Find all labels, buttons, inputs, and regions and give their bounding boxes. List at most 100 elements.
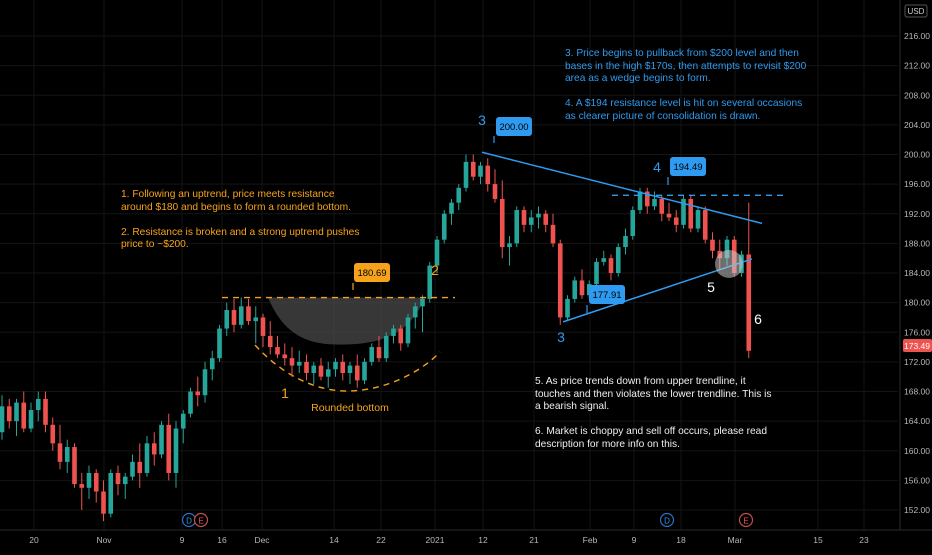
candle-body: [369, 347, 375, 362]
y-tick-label: 216.00: [904, 31, 930, 41]
candle-body: [652, 198, 657, 207]
earnings-icon[interactable]: [193, 512, 209, 528]
candle-body: [659, 198, 665, 214]
price-axis[interactable]: 152.00 156.00 160.00 164.00 168.00 172.00 176.…: [899, 0, 930, 530]
event-markers[interactable]: D E D E: [181, 512, 754, 528]
candle-body: [412, 306, 418, 318]
candle-body: [521, 210, 527, 225]
candle-body: [398, 328, 404, 344]
rounded-bottom-arc: [254, 344, 441, 392]
candle-body: [623, 235, 628, 248]
candle-body: [101, 491, 106, 514]
candle-body: [601, 258, 607, 262]
label-4: 4: [653, 159, 661, 175]
y-tick-label: 204.00: [904, 120, 930, 130]
svg-text:E: E: [743, 517, 748, 526]
label-5: 5: [707, 279, 715, 295]
x-tick-label: 14: [329, 535, 339, 545]
candle-body: [188, 391, 193, 414]
candle-body: [362, 361, 367, 381]
candle-body: [93, 472, 99, 492]
candle-body: [456, 187, 462, 203]
candle-body: [202, 369, 208, 396]
candle-body: [608, 258, 614, 273]
candle-body: [28, 410, 34, 429]
candle-body: [543, 213, 549, 225]
x-tick-label: 9: [632, 535, 637, 545]
svg-text:E: E: [198, 517, 203, 526]
x-tick-label: 15: [813, 535, 823, 545]
candle-body: [340, 361, 346, 373]
candle-body: [507, 243, 512, 248]
candle-body: [470, 161, 476, 177]
rounded-bottom-label: Rounded bottom: [311, 402, 389, 414]
candle-body: [144, 443, 150, 473]
x-tick-label: Dec: [254, 535, 270, 545]
candle-body: [637, 191, 643, 211]
price-box-200-label: 200.00: [499, 122, 528, 133]
candle-body: [231, 310, 237, 325]
candle-body: [579, 280, 585, 296]
upper-trendline: [481, 151, 763, 225]
candle-body: [275, 347, 280, 355]
price-box-200: 200.00: [493, 117, 532, 143]
candle-body: [224, 310, 230, 329]
candle-body: [130, 461, 135, 477]
price-box-180-label: 180.69: [357, 268, 386, 279]
candle-body: [166, 424, 172, 473]
y-tick-label: 176.00: [904, 327, 930, 337]
time-axis[interactable]: 20 Nov 9 16 Dec 14 22 2021 12 21 Feb 9 18 Mar 15 23: [0, 529, 932, 545]
y-tick-label: 200.00: [904, 150, 930, 160]
annotation-1-2: 1. Following an uptrend, price meets res…: [121, 189, 360, 250]
x-tick-label: 20: [29, 535, 39, 545]
candle-body: [485, 165, 491, 185]
y-tick-label: 212.00: [904, 61, 930, 71]
candle-body: [681, 198, 686, 225]
x-tick-label: 9: [180, 535, 185, 545]
dividend-icon[interactable]: [659, 512, 675, 528]
candle-body: [151, 443, 157, 455]
currency-tag: USD: [904, 4, 928, 18]
candle-body: [0, 406, 5, 433]
candle-body: [630, 210, 636, 236]
last-price-label: 173.49: [904, 341, 930, 351]
candle-body: [434, 239, 440, 266]
x-tick-label: Nov: [96, 535, 112, 545]
candle-body: [572, 280, 578, 299]
label-2: 2: [431, 262, 439, 278]
candle-body: [195, 391, 201, 396]
y-tick-label: 192.00: [904, 209, 930, 219]
candle-body: [333, 361, 338, 370]
candle-body: [702, 210, 708, 240]
candle-body: [724, 239, 730, 259]
candle-body: [405, 317, 411, 344]
candle-body: [137, 461, 143, 473]
candle-body: [420, 298, 425, 307]
label-6: 6: [754, 311, 762, 327]
candle-body: [710, 239, 715, 251]
candle-body: [550, 224, 556, 244]
candle-body: [695, 210, 701, 229]
candle-body: [50, 424, 56, 444]
y-tick-label: 160.00: [904, 446, 930, 456]
candle-body: [666, 213, 672, 218]
candle-body: [86, 472, 92, 488]
candle-body: [376, 347, 382, 359]
candle-body: [267, 335, 273, 348]
x-tick-label: 16: [217, 535, 227, 545]
candle-body: [688, 198, 694, 229]
candle-body: [289, 358, 295, 366]
price-box-177: 177.91: [586, 285, 625, 313]
x-tick-label: 23: [859, 535, 869, 545]
y-tick-label: 164.00: [904, 416, 930, 426]
y-tick-label: 172.00: [904, 357, 930, 367]
candle-body: [478, 165, 483, 177]
price-box-180: 180.69: [352, 263, 390, 290]
candle-body: [391, 328, 396, 336]
earnings-icon[interactable]: [738, 512, 754, 528]
candle-body: [64, 447, 70, 462]
x-tick-label: 2021: [426, 535, 445, 545]
candle-body: [253, 317, 259, 322]
svg-text:D: D: [664, 517, 670, 526]
